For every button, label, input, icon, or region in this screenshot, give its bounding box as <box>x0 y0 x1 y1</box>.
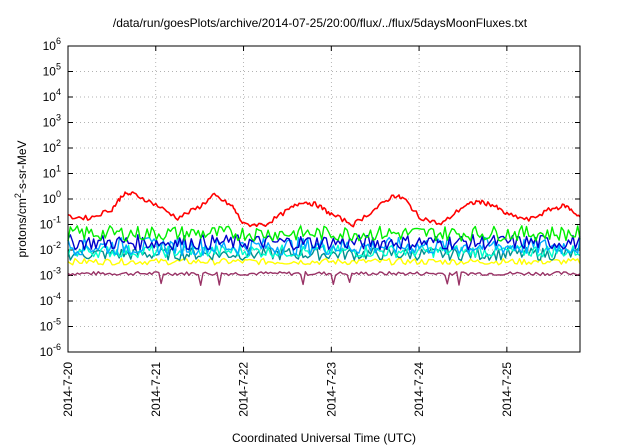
y-axis-label: protons/cm2-s-sr-MeV <box>13 140 29 257</box>
series-line-3 <box>67 234 581 251</box>
x-tick-label: 2014-7-22 <box>237 362 251 417</box>
series-line-1 <box>67 225 581 242</box>
x-tick-label: 2014-7-20 <box>61 362 75 417</box>
series-line-2 <box>67 236 581 256</box>
y-tick-label: 10-5 <box>40 317 61 334</box>
y-tick-label: 10-6 <box>40 342 61 359</box>
y-tick-label: 100 <box>43 189 61 206</box>
y-tick-label: 102 <box>43 138 61 155</box>
y-tick-label: 103 <box>43 113 61 130</box>
y-tick-label: 10-4 <box>40 291 61 308</box>
x-axis-label: Coordinated Universal Time (UTC) <box>232 431 416 445</box>
x-tick-label: 2014-7-23 <box>324 362 338 417</box>
x-tick-label: 2014-7-21 <box>149 362 163 417</box>
y-tick-label: 105 <box>43 62 61 79</box>
series-layer <box>67 191 581 286</box>
series-line-7 <box>67 271 581 286</box>
y-tick-label: 106 <box>43 36 61 53</box>
y-tick-label: 10-3 <box>40 266 61 283</box>
y-tick-labels: 10-6 10-5 10-4 10-3 10-2 10-1 100 101 102 103 104 1… <box>40 36 61 359</box>
y-tick-label: 10-2 <box>40 240 61 257</box>
x-tick-labels: 2014-7-20 2014-7-21 2014-7-22 2014-7-23 2014… <box>61 362 514 417</box>
series-line-6 <box>67 257 581 266</box>
y-tick-label: 104 <box>43 87 61 104</box>
chart-title: /data/run/goesPlots/archive/2014-07-25/2… <box>112 16 528 30</box>
y-tick-label: 101 <box>43 164 61 181</box>
series-line-0 <box>67 191 581 228</box>
y-tick-label: 10-1 <box>40 215 61 232</box>
plot-frame <box>67 45 581 353</box>
x-tick-label: 2014-7-25 <box>500 362 514 417</box>
series-line-4 <box>67 244 581 259</box>
grid-layer <box>67 45 580 353</box>
x-tick-label: 2014-7-24 <box>412 362 426 417</box>
